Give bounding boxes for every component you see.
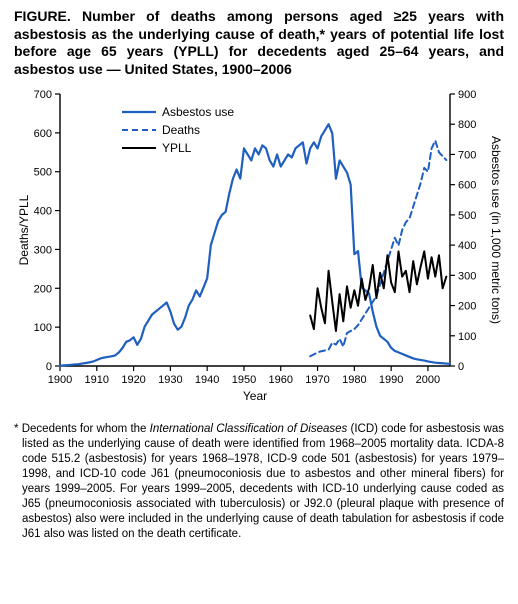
svg-text:1980: 1980 [342,374,366,386]
svg-text:1920: 1920 [121,374,145,386]
svg-text:300: 300 [458,270,476,282]
svg-text:Asbestos use (in 1,000 metric: Asbestos use (in 1,000 metric tons) [489,136,503,324]
svg-text:0: 0 [46,361,52,373]
svg-text:800: 800 [458,119,476,131]
footnote-marker: * [14,423,18,435]
svg-text:900: 900 [458,89,476,101]
svg-text:100: 100 [34,322,52,334]
svg-text:1910: 1910 [85,374,109,386]
svg-text:Year: Year [243,389,267,403]
svg-text:600: 600 [458,180,476,192]
svg-text:1940: 1940 [195,374,219,386]
svg-text:100: 100 [458,331,476,343]
svg-text:200: 200 [458,301,476,313]
svg-text:1990: 1990 [379,374,403,386]
svg-text:1930: 1930 [158,374,182,386]
svg-text:2000: 2000 [416,374,440,386]
svg-text:500: 500 [458,210,476,222]
line-chart: 0 100 200 300 400 500 600 700 0 100 200 300 400 500 60… [14,84,504,414]
svg-text:200: 200 [34,283,52,295]
svg-text:1970: 1970 [305,374,329,386]
footnote-text: Decedents for whom the International Cla… [22,423,504,540]
svg-text:400: 400 [34,206,52,218]
svg-text:300: 300 [34,244,52,256]
svg-text:500: 500 [34,167,52,179]
figure-footnote: * Decedents for whom the International C… [14,422,504,542]
svg-text:YPLL: YPLL [162,141,192,155]
svg-text:Deaths: Deaths [162,123,200,137]
svg-text:400: 400 [458,240,476,252]
svg-text:Asbestos use: Asbestos use [162,105,234,119]
figure-title: FIGURE. Number of deaths among persons a… [14,8,504,78]
svg-text:1900: 1900 [48,374,72,386]
svg-text:700: 700 [458,149,476,161]
svg-text:1960: 1960 [269,374,293,386]
svg-text:700: 700 [34,89,52,101]
svg-text:0: 0 [458,361,464,373]
svg-text:Deaths/YPLL: Deaths/YPLL [17,194,31,265]
svg-text:600: 600 [34,128,52,140]
svg-text:1950: 1950 [232,374,256,386]
